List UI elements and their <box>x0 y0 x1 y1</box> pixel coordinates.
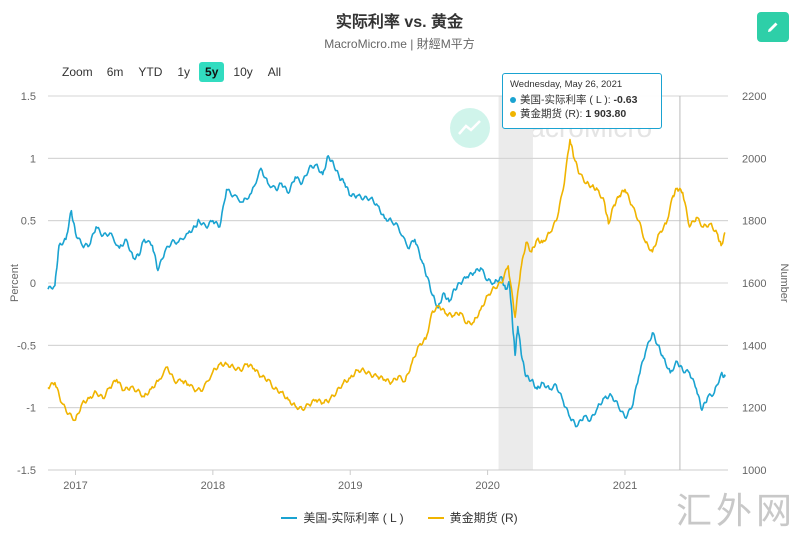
zoom-label: Zoom <box>62 65 93 79</box>
zoom-bar: Zoom 6m YTD 1y 5y 10y All <box>62 61 290 83</box>
x-tick-label: 2017 <box>63 480 87 492</box>
right-tick-label: 1000 <box>742 465 766 477</box>
left-axis-title: Percent <box>9 264 21 302</box>
tooltip-gold-name: 黄金期货 (R) <box>520 108 580 120</box>
x-tick-label: 2020 <box>475 480 499 492</box>
tooltip-row-gold: 黄金期货 (R): 1 903.80 <box>510 107 654 121</box>
legend-item-gold[interactable]: 黄金期货 (R) <box>427 509 518 526</box>
legend-rate-label: 美国-实际利率 ( L ) <box>303 511 404 525</box>
series-line-gold <box>47 138 726 422</box>
chart-tooltip: Wednesday, May 26, 2021 美国-实际利率 ( L ): -… <box>502 73 662 129</box>
zoom-all-button[interactable]: All <box>267 65 282 79</box>
tooltip-row-rate: 美国-实际利率 ( L ): -0.63 <box>510 93 654 107</box>
tooltip-rate-dot <box>510 97 516 104</box>
zoom-6m-button[interactable]: 6m <box>106 65 124 79</box>
legend-gold-swatch <box>427 516 444 519</box>
right-axis-title: Number <box>778 263 790 302</box>
tooltip-rate-value: -0.63 <box>613 94 638 106</box>
chart-title: 实际利率 vs. 黄金 <box>335 14 464 31</box>
x-tick-label: 2021 <box>613 480 637 492</box>
tooltip-date: Wednesday, May 26, 2021 <box>510 79 623 90</box>
zoom-ytd-button[interactable]: YTD <box>138 65 163 79</box>
tooltip-rate-name: 美国-实际利率 ( L ) <box>520 94 608 106</box>
left-tick-label: -1.5 <box>17 465 36 477</box>
legend-gold-label: 黄金期货 (R) <box>449 511 518 525</box>
right-tick-label: 2000 <box>742 153 766 165</box>
left-tick-label: 0 <box>30 278 36 290</box>
left-tick-label: 0.5 <box>21 216 36 228</box>
brand-logo-icon <box>450 108 490 148</box>
left-tick-label: -1 <box>26 403 36 415</box>
zoom-1y-button[interactable]: 1y <box>177 65 191 79</box>
zoom-5y-button[interactable]: 5y <box>199 62 225 82</box>
left-tick-label: -0.5 <box>17 340 36 352</box>
right-tick-label: 1400 <box>742 340 766 352</box>
left-tick-label: 1 <box>30 153 36 165</box>
x-tick-label: 2018 <box>201 480 225 492</box>
legend-item-rate[interactable]: 美国-实际利率 ( L ) <box>281 509 404 526</box>
left-tick-label: 1.5 <box>21 91 36 103</box>
chart-subtitle: MacroMicro.me | 財經M平方 <box>324 37 475 51</box>
tooltip-gold-dot <box>510 111 516 118</box>
right-tick-label: 2200 <box>742 91 766 103</box>
x-tick-label: 2019 <box>338 480 362 492</box>
tooltip-gold-value: 1 903.80 <box>585 108 627 120</box>
site-watermark: 汇外网 <box>676 491 797 532</box>
right-tick-label: 1600 <box>742 278 766 290</box>
pencil-icon <box>768 22 778 32</box>
zoom-10y-button[interactable]: 10y <box>233 65 253 79</box>
edit-button[interactable] <box>757 12 789 42</box>
legend-rate-swatch <box>281 516 298 519</box>
chart-legend: 美国-实际利率 ( L ) 黄金期货 (R) <box>0 509 799 526</box>
right-tick-label: 1200 <box>742 403 766 415</box>
right-tick-label: 1800 <box>742 216 766 228</box>
series-line-rate <box>47 155 727 428</box>
